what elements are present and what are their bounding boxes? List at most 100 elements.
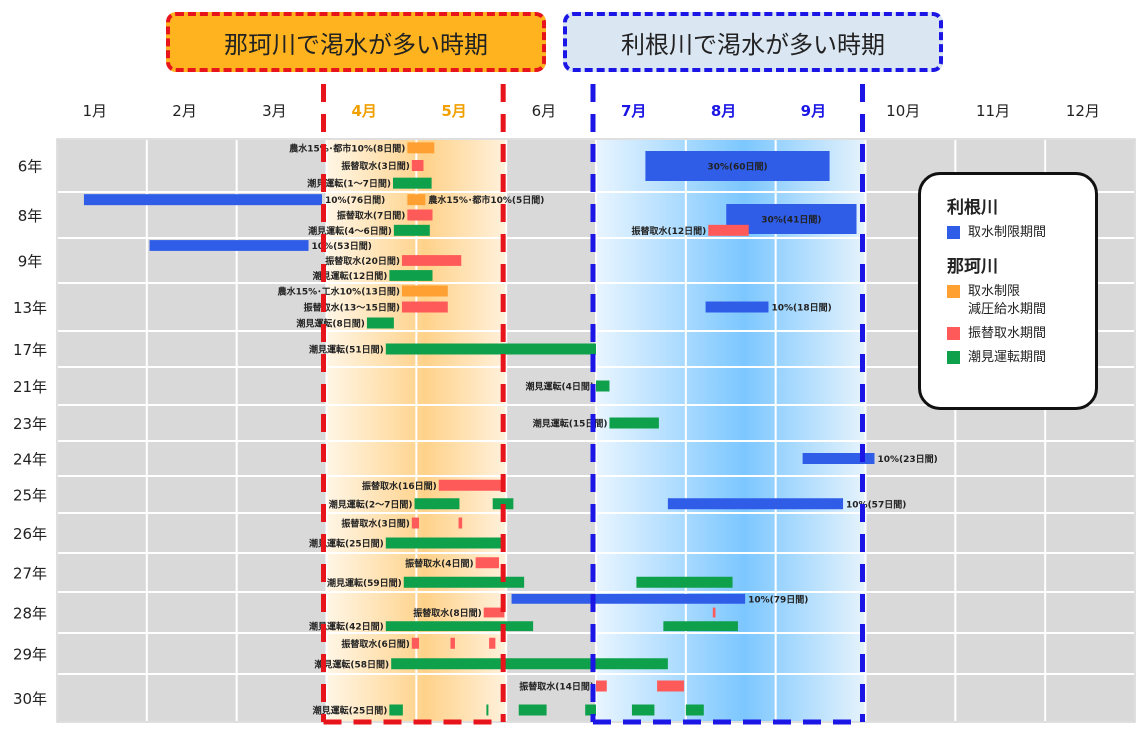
bar-tone_restriction	[802, 453, 875, 464]
bar-data-label: 潮見運転(4～6日間)	[308, 225, 392, 237]
bar-naka_tidal	[385, 537, 505, 549]
bar-naka_tidal	[385, 343, 596, 355]
tone-dry-period-label: 利根川で渇水が多い時期	[563, 12, 943, 72]
bar-data-label: 10%(57日間)	[846, 499, 906, 510]
bar-data-label: 10%(79日間)	[748, 594, 808, 605]
legend-label: 潮見運転期間	[968, 350, 1047, 365]
year-tick-label: 30年	[13, 690, 47, 708]
bar-tone_restriction	[83, 194, 323, 206]
bar-naka_transfer	[708, 224, 749, 236]
bar-tone_restriction	[667, 498, 844, 510]
year-tick-label: 17年	[13, 341, 47, 359]
legend-item-naka-tidal: 潮見運転期間	[947, 349, 1095, 367]
bar-data-label: 潮見運転(51日間)	[309, 344, 384, 356]
month-tick-label: 6月	[532, 102, 557, 120]
bar-naka_transfer	[489, 637, 496, 649]
legend-label: 取水制限期間	[968, 225, 1047, 240]
bar-data-label: 10%(76日間)	[325, 195, 385, 206]
bar-naka_transfer	[411, 160, 424, 171]
bar-data-label: 振替取水(4日間)	[405, 557, 474, 569]
bar-data-label: 振替取水(3日間)	[341, 160, 410, 172]
bar-naka_tidal	[389, 270, 433, 281]
bar-data-label: 振替取水(13～15日間)	[304, 302, 400, 314]
bar-data-label: 振替取水(20日間)	[325, 255, 400, 267]
bar-data-label: 潮見運転(58日間)	[314, 658, 389, 670]
bar-naka_transfer	[475, 557, 499, 569]
bar-data-label: 10%(18日間)	[771, 303, 831, 314]
bar-data-label: 農水15%･都市10%(8日間)	[289, 142, 405, 154]
year-tick-label: 25年	[13, 487, 47, 505]
bar-data-label: 潮見運転(4日間)	[526, 381, 595, 393]
legend-item-naka-transfer: 振替取水期間	[947, 325, 1095, 343]
legend-swatch-tone-restriction	[947, 226, 960, 239]
year-tick-label: 27年	[13, 565, 47, 583]
bar-data-label: 振替取水(8日間)	[413, 607, 482, 619]
year-tick-label: 23年	[13, 415, 47, 433]
bar-tone_restriction	[149, 240, 309, 251]
bar-naka_tidal	[486, 704, 489, 716]
year-tick-label: 24年	[13, 451, 47, 469]
bar-tone_restriction	[645, 151, 830, 181]
bar-naka_tidal	[685, 704, 704, 716]
bar-tone_restriction	[705, 301, 769, 313]
bar-naka_restriction	[407, 142, 435, 154]
bar-naka_transfer	[596, 680, 607, 692]
bar-naka_tidal	[609, 417, 659, 429]
month-tick-label: 1月	[82, 102, 107, 120]
bar-data-label: 潮見運転(8日間)	[296, 318, 365, 330]
bar-naka_tidal	[492, 498, 514, 510]
bar-naka_transfer	[450, 637, 455, 649]
bar-naka_transfer	[407, 209, 433, 221]
year-tick-label: 26年	[13, 525, 47, 543]
month-tick-label: 11月	[976, 102, 1010, 120]
bar-naka_tidal	[663, 621, 738, 632]
naka-dry-period-label: 那珂川で渇水が多い時期	[166, 12, 546, 72]
bar-naka_tidal	[393, 224, 430, 236]
month-tick-label: 3月	[262, 102, 287, 120]
year-tick-label: 8年	[18, 207, 43, 225]
bar-naka_tidal	[389, 704, 403, 716]
bar-naka_tidal	[403, 576, 525, 588]
year-tick-label: 28年	[13, 605, 47, 623]
bar-data-label: 潮見運転(15日間)	[533, 418, 608, 430]
month-tick-label: 12月	[1066, 102, 1100, 120]
bar-data-label: 振替取水(16日間)	[362, 480, 437, 492]
bar-naka_transfer	[411, 637, 420, 649]
month-tick-label: 8月	[711, 102, 736, 120]
legend-naka-title: 那珂川	[947, 257, 998, 277]
month-tick-label: 9月	[801, 102, 826, 120]
month-tick-label: 7月	[621, 102, 646, 120]
year-tick-label: 13年	[13, 299, 47, 317]
legend: 利根川 取水制限期間 那珂川 取水制限 減圧給水期間 振替取水期間 潮見運転期間	[918, 172, 1098, 410]
bar-naka_transfer	[712, 607, 716, 618]
bar-data-label: 農水15%･都市10%(5日間)	[428, 194, 544, 206]
bar-naka_tidal	[518, 704, 547, 716]
bar-data-label: 振替取水(12日間)	[632, 225, 707, 237]
legend-label: 取水制限 減圧給水期間	[968, 284, 1047, 317]
bar-naka_transfer	[411, 517, 420, 529]
bar-data-label: 振替取水(6日間)	[341, 638, 410, 650]
legend-label: 振替取水期間	[968, 326, 1047, 341]
bar-data-label: 潮見運転(42日間)	[309, 621, 384, 633]
bar-naka_tidal	[636, 576, 733, 588]
legend-swatch-naka-restriction	[947, 285, 960, 298]
bar-naka_tidal	[631, 704, 655, 716]
bar-data-label: 10%(23日間)	[877, 454, 937, 465]
bar-naka_tidal	[391, 658, 668, 670]
month-tick-label: 10月	[886, 102, 920, 120]
year-tick-label: 6年	[18, 158, 43, 176]
bar-naka_transfer	[401, 301, 448, 313]
bar-data-label: 農水15%･工水10%(13日間)	[278, 286, 400, 298]
bar-naka_transfer	[657, 680, 685, 692]
bar-data-label: 30%(60日間)	[707, 162, 767, 173]
bar-naka_transfer	[401, 255, 462, 266]
bar-naka_tidal	[366, 317, 394, 329]
bar-data-label: 潮見運転(25日間)	[313, 705, 388, 717]
legend-tone-title: 利根川	[947, 198, 998, 218]
bar-data-label: 潮見運転(12日間)	[313, 270, 388, 282]
bar-data-label: 振替取水(7日間)	[337, 210, 406, 222]
bar-tone_restriction	[511, 593, 746, 604]
bar-naka_tidal	[392, 177, 432, 189]
bar-data-label: 30%(41日間)	[761, 215, 821, 226]
month-tick-label: 2月	[172, 102, 197, 120]
